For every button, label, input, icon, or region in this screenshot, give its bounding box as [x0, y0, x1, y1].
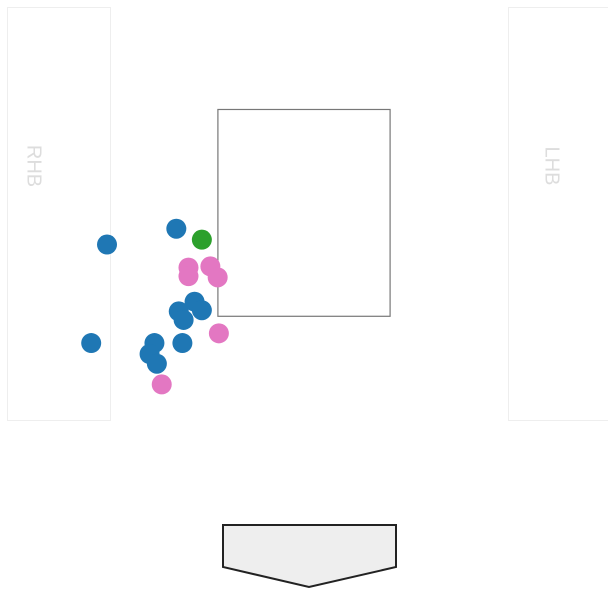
pitch: [81, 333, 102, 354]
lhb-label: LHB: [541, 147, 563, 186]
pitch: [191, 229, 212, 250]
pitch: [207, 267, 228, 288]
pitch: [172, 333, 193, 354]
pitch: [146, 353, 167, 374]
rhb-label: RHB: [23, 145, 45, 187]
pitch: [173, 309, 194, 330]
pitch: [191, 300, 212, 321]
batter-box-left: [7, 7, 111, 421]
home-plate: [222, 524, 397, 589]
pitch: [208, 323, 229, 344]
batter-box-right: [508, 7, 608, 421]
pitch: [151, 374, 172, 395]
pitch: [97, 234, 118, 255]
pitch: [166, 218, 187, 239]
pitch: [178, 266, 199, 287]
strike-zone: [217, 108, 391, 317]
